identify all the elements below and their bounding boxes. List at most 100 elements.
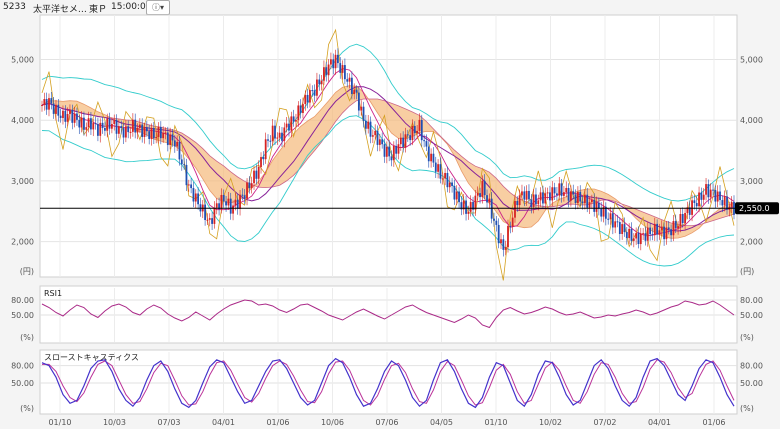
price-unit-left: (円) bbox=[20, 267, 34, 276]
candle-body bbox=[304, 94, 307, 105]
candle-body bbox=[392, 145, 395, 161]
candle-body bbox=[378, 139, 381, 145]
candle-body bbox=[73, 113, 76, 123]
candle-body bbox=[616, 221, 619, 223]
candle-body bbox=[104, 128, 106, 131]
candle-body bbox=[441, 178, 444, 180]
stochastic-y-axis: 80.00 80.00 50.00 50.00 bbox=[11, 362, 763, 388]
candle-body bbox=[71, 109, 74, 123]
candle-body bbox=[150, 127, 153, 140]
candle-body bbox=[371, 135, 374, 137]
candle-body bbox=[204, 204, 206, 220]
candle-body bbox=[444, 172, 446, 179]
candle-body bbox=[672, 221, 675, 236]
candle-body bbox=[110, 124, 113, 129]
x-tick-label: 01/10 bbox=[48, 418, 71, 427]
candle-body bbox=[625, 232, 628, 239]
x-tick-label: 04/01 bbox=[212, 418, 235, 427]
candle-body bbox=[306, 94, 309, 103]
candle-body bbox=[90, 118, 92, 130]
candle-body bbox=[397, 144, 400, 154]
candle-body bbox=[76, 113, 78, 120]
candle-body bbox=[448, 182, 451, 188]
price-y-tick-label-right: 2,000 bbox=[740, 238, 763, 247]
candle-body bbox=[500, 239, 502, 244]
candle-body bbox=[325, 67, 328, 76]
candle-body bbox=[667, 227, 670, 230]
candle-body bbox=[509, 226, 512, 228]
x-tick-label: 10/03 bbox=[103, 418, 126, 427]
price-y-tick-label-right: 3,000 bbox=[740, 177, 763, 186]
candle-body bbox=[264, 139, 267, 160]
candle-body bbox=[281, 132, 283, 141]
candle-body bbox=[234, 199, 237, 206]
candle-body bbox=[702, 194, 705, 200]
candle-body bbox=[542, 192, 544, 204]
candle-body bbox=[127, 126, 130, 133]
candle-body bbox=[64, 110, 67, 122]
candle-body bbox=[532, 194, 535, 207]
candle-body bbox=[348, 77, 351, 82]
candle-body bbox=[476, 193, 479, 196]
price-gridlines bbox=[40, 15, 737, 277]
candle-body bbox=[618, 222, 621, 234]
candle-body bbox=[227, 198, 230, 206]
candle-body bbox=[78, 119, 81, 128]
candle-body bbox=[192, 188, 195, 202]
candle-body bbox=[206, 219, 209, 221]
candle-body bbox=[145, 127, 148, 132]
candle-body bbox=[574, 194, 577, 204]
candle-body bbox=[395, 145, 398, 154]
candle-body bbox=[311, 90, 314, 92]
candle-body bbox=[511, 217, 514, 227]
candle-body bbox=[595, 202, 598, 212]
candle-body bbox=[719, 191, 721, 201]
candle-body bbox=[194, 193, 197, 202]
candle-body bbox=[705, 184, 707, 195]
candle-body bbox=[558, 183, 561, 196]
candle-body bbox=[131, 119, 134, 132]
candle-body bbox=[262, 157, 265, 160]
candle-body bbox=[474, 195, 477, 210]
price-y-tick-label: 2,000 bbox=[11, 238, 34, 247]
candle-body bbox=[644, 233, 647, 241]
candle-body bbox=[97, 124, 99, 136]
candle-body bbox=[521, 191, 523, 196]
candle-body bbox=[583, 194, 586, 204]
candle-body bbox=[514, 200, 516, 218]
rsi-title: RSI1 bbox=[44, 289, 62, 298]
candle-body bbox=[427, 146, 430, 162]
candle-body bbox=[681, 214, 684, 224]
candle-body bbox=[590, 199, 593, 203]
rsi-y-axis: 80.00 80.00 50.00 50.00 bbox=[11, 296, 763, 320]
candle-body bbox=[108, 118, 111, 129]
cloud-span-b bbox=[41, 98, 735, 226]
candle-body bbox=[178, 141, 181, 160]
cloud-span-a bbox=[41, 85, 735, 239]
candle-body bbox=[57, 104, 60, 116]
candle-body bbox=[185, 164, 188, 186]
candle-body bbox=[80, 117, 83, 128]
candle-body bbox=[544, 193, 547, 204]
candle-body bbox=[69, 109, 71, 115]
candle-body bbox=[388, 146, 391, 157]
chart-header: 5233 太平洋セメ… 東Ｐ 15:00:00 ⓘ▾ bbox=[0, 0, 780, 15]
bollinger-upper bbox=[41, 43, 735, 202]
candle-body bbox=[579, 191, 582, 202]
candle-body bbox=[700, 192, 703, 200]
candle-body bbox=[120, 126, 123, 129]
candle-body bbox=[274, 125, 276, 139]
rsi-gridlines bbox=[40, 288, 737, 342]
candle-body bbox=[171, 134, 174, 141]
candle-body bbox=[686, 207, 689, 213]
candle-body bbox=[241, 194, 244, 196]
candle-body bbox=[439, 164, 442, 179]
price-y-tick-label-right: 5,000 bbox=[740, 55, 763, 64]
candle-body bbox=[495, 220, 498, 225]
candle-body bbox=[222, 194, 225, 202]
candle-body bbox=[85, 127, 88, 130]
x-tick-label: 01/10 bbox=[484, 418, 507, 427]
candle-body bbox=[679, 214, 682, 227]
candle-body bbox=[483, 180, 486, 196]
